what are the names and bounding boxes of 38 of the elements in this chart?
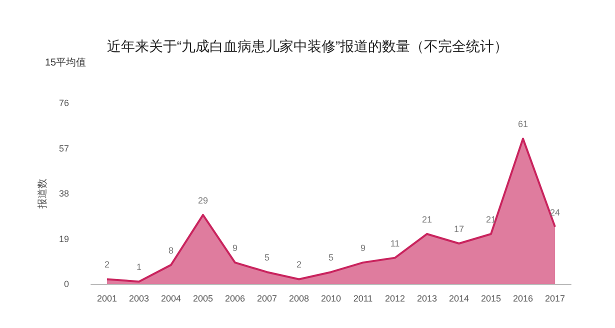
data-label: 11 <box>390 238 400 248</box>
x-tick-label: 2014 <box>448 294 470 304</box>
data-label: 2 <box>296 260 302 270</box>
x-tick-label: 2015 <box>480 294 502 304</box>
y-tick-label: 76 <box>58 98 69 108</box>
data-label: 21 <box>422 214 432 224</box>
data-label: 5 <box>328 252 334 263</box>
x-tick-label: 2012 <box>384 294 406 304</box>
data-label: 9 <box>360 243 366 254</box>
data-label: 5 <box>264 252 270 263</box>
x-tick-label: 2001 <box>96 294 118 304</box>
y-axis-title: 报道数 <box>36 178 49 210</box>
text: 15平均值 <box>45 56 86 68</box>
data-label: 2 <box>104 260 110 270</box>
x-tick-label: 2004 <box>160 294 182 304</box>
x-tick-label: 2013 <box>416 294 438 304</box>
x-tick-label: 2005 <box>192 294 214 304</box>
data-label: 8 <box>168 245 174 256</box>
x-tick-label: 2008 <box>288 294 310 304</box>
y-tick-label: 57 <box>58 143 69 154</box>
x-tick-label: 2003 <box>128 294 150 304</box>
x-tick-label: 2007 <box>256 294 278 304</box>
x-tick-label: 2006 <box>224 294 246 304</box>
y-tick-label: 0 <box>64 279 69 289</box>
x-tick-label: 2011 <box>353 294 373 304</box>
y-tick-label: 38 <box>58 188 69 198</box>
data-label: 21 <box>486 214 496 224</box>
x-tick-label: 2010 <box>320 294 342 304</box>
data-label: 17 <box>454 224 464 234</box>
data-label: 29 <box>198 195 208 206</box>
data-label: 1 <box>136 262 142 272</box>
data-label: 61 <box>518 119 528 130</box>
data-label: 24 <box>550 207 560 218</box>
chart-title: 近年来关于“九成白血病患儿家中装修”报道的数量（不完全统计） <box>106 38 508 54</box>
y-tick-label: 19 <box>58 234 69 244</box>
x-tick-label: 2017 <box>544 294 566 304</box>
x-tick-label: 2016 <box>512 294 534 304</box>
data-label: 9 <box>232 243 238 254</box>
